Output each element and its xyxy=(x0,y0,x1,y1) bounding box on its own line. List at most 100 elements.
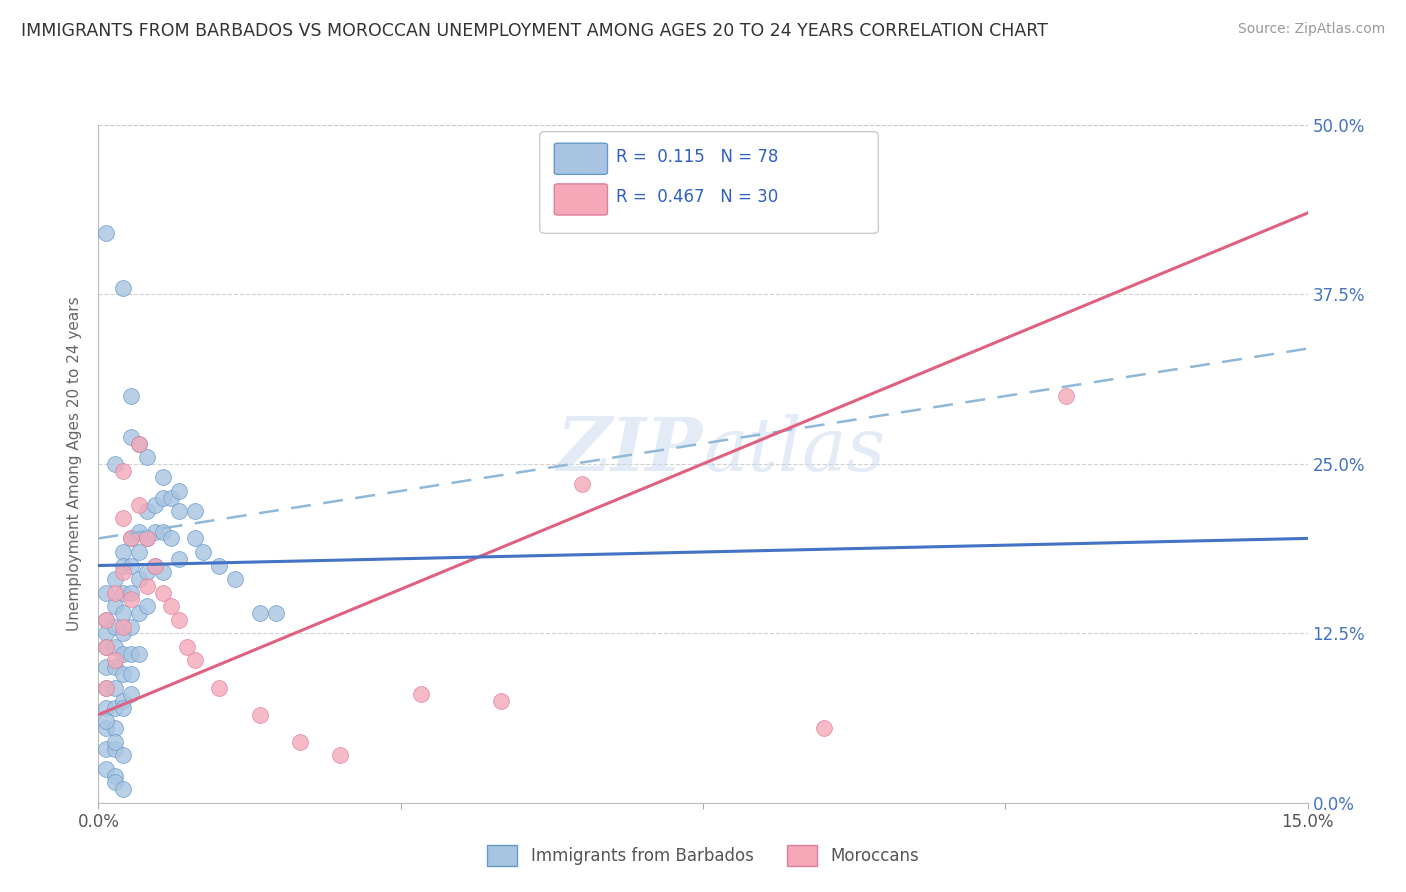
Point xyxy=(111,782,134,797)
Point xyxy=(128,436,150,450)
Point xyxy=(120,619,142,633)
Point xyxy=(103,457,125,471)
Point xyxy=(143,524,166,539)
Point xyxy=(167,483,190,498)
Point xyxy=(128,647,150,661)
Point xyxy=(96,626,118,640)
Point xyxy=(143,558,166,573)
Text: Source: ZipAtlas.com: Source: ZipAtlas.com xyxy=(1237,22,1385,37)
Point xyxy=(96,681,118,695)
Point xyxy=(208,558,231,573)
Point xyxy=(128,545,150,559)
Point xyxy=(152,524,174,539)
Point xyxy=(96,640,118,654)
Point xyxy=(96,613,118,627)
Point xyxy=(1054,389,1077,403)
Point xyxy=(111,545,134,559)
Point xyxy=(111,694,134,708)
Point xyxy=(120,647,142,661)
Point xyxy=(184,504,207,518)
Point xyxy=(249,707,271,722)
Point xyxy=(111,626,134,640)
Text: atlas: atlas xyxy=(703,414,886,486)
Text: R =  0.115   N = 78: R = 0.115 N = 78 xyxy=(616,148,779,166)
Point xyxy=(160,599,183,614)
Point xyxy=(111,647,134,661)
Point xyxy=(96,681,118,695)
Point xyxy=(103,653,125,667)
Point xyxy=(96,762,118,776)
Point xyxy=(176,640,198,654)
Point xyxy=(111,511,134,525)
Point xyxy=(160,532,183,546)
Point xyxy=(103,735,125,749)
Point xyxy=(152,470,174,484)
Point xyxy=(167,551,190,566)
Point xyxy=(135,532,157,546)
Point xyxy=(264,606,287,620)
Point xyxy=(111,280,134,294)
Point xyxy=(111,667,134,681)
Point xyxy=(120,389,142,403)
Point xyxy=(103,681,125,695)
Point xyxy=(184,532,207,546)
Point xyxy=(167,613,190,627)
Point xyxy=(103,701,125,715)
Text: ZIP: ZIP xyxy=(557,414,703,486)
Point xyxy=(143,558,166,573)
Point xyxy=(208,681,231,695)
Point xyxy=(96,714,118,729)
Point xyxy=(111,701,134,715)
Point xyxy=(288,735,311,749)
Point xyxy=(571,477,593,491)
Point xyxy=(103,769,125,783)
Point xyxy=(128,436,150,450)
Point xyxy=(120,687,142,701)
Point xyxy=(120,532,142,546)
Point xyxy=(111,566,134,580)
Point xyxy=(120,667,142,681)
Point xyxy=(167,504,190,518)
Point xyxy=(135,532,157,546)
Point xyxy=(135,504,157,518)
Point xyxy=(152,585,174,599)
Point xyxy=(96,227,118,241)
Point xyxy=(103,741,125,756)
FancyBboxPatch shape xyxy=(554,144,607,174)
Point xyxy=(120,592,142,607)
Point xyxy=(111,585,134,599)
Point xyxy=(224,572,246,586)
Point xyxy=(152,566,174,580)
Point xyxy=(135,450,157,464)
Point xyxy=(111,619,134,633)
Point xyxy=(143,498,166,512)
Point xyxy=(103,775,125,789)
Text: R =  0.467   N = 30: R = 0.467 N = 30 xyxy=(616,188,778,206)
Point xyxy=(103,599,125,614)
Point xyxy=(96,701,118,715)
Point xyxy=(120,430,142,444)
Point xyxy=(120,532,142,546)
Point xyxy=(120,558,142,573)
Point xyxy=(96,613,118,627)
Text: IMMIGRANTS FROM BARBADOS VS MOROCCAN UNEMPLOYMENT AMONG AGES 20 TO 24 YEARS CORR: IMMIGRANTS FROM BARBADOS VS MOROCCAN UNE… xyxy=(21,22,1047,40)
Point xyxy=(491,694,513,708)
Point xyxy=(111,558,134,573)
Point xyxy=(152,491,174,505)
Point xyxy=(103,619,125,633)
Point xyxy=(103,660,125,674)
Y-axis label: Unemployment Among Ages 20 to 24 years: Unemployment Among Ages 20 to 24 years xyxy=(67,296,83,632)
Point xyxy=(103,640,125,654)
Point xyxy=(96,585,118,599)
Point xyxy=(249,606,271,620)
Point xyxy=(409,687,432,701)
FancyBboxPatch shape xyxy=(540,132,879,234)
Point xyxy=(103,721,125,735)
Point xyxy=(96,660,118,674)
Point xyxy=(135,566,157,580)
Point xyxy=(813,721,835,735)
Point xyxy=(128,498,150,512)
Point xyxy=(120,585,142,599)
Legend: Immigrants from Barbados, Moroccans: Immigrants from Barbados, Moroccans xyxy=(481,838,925,872)
Point xyxy=(103,572,125,586)
